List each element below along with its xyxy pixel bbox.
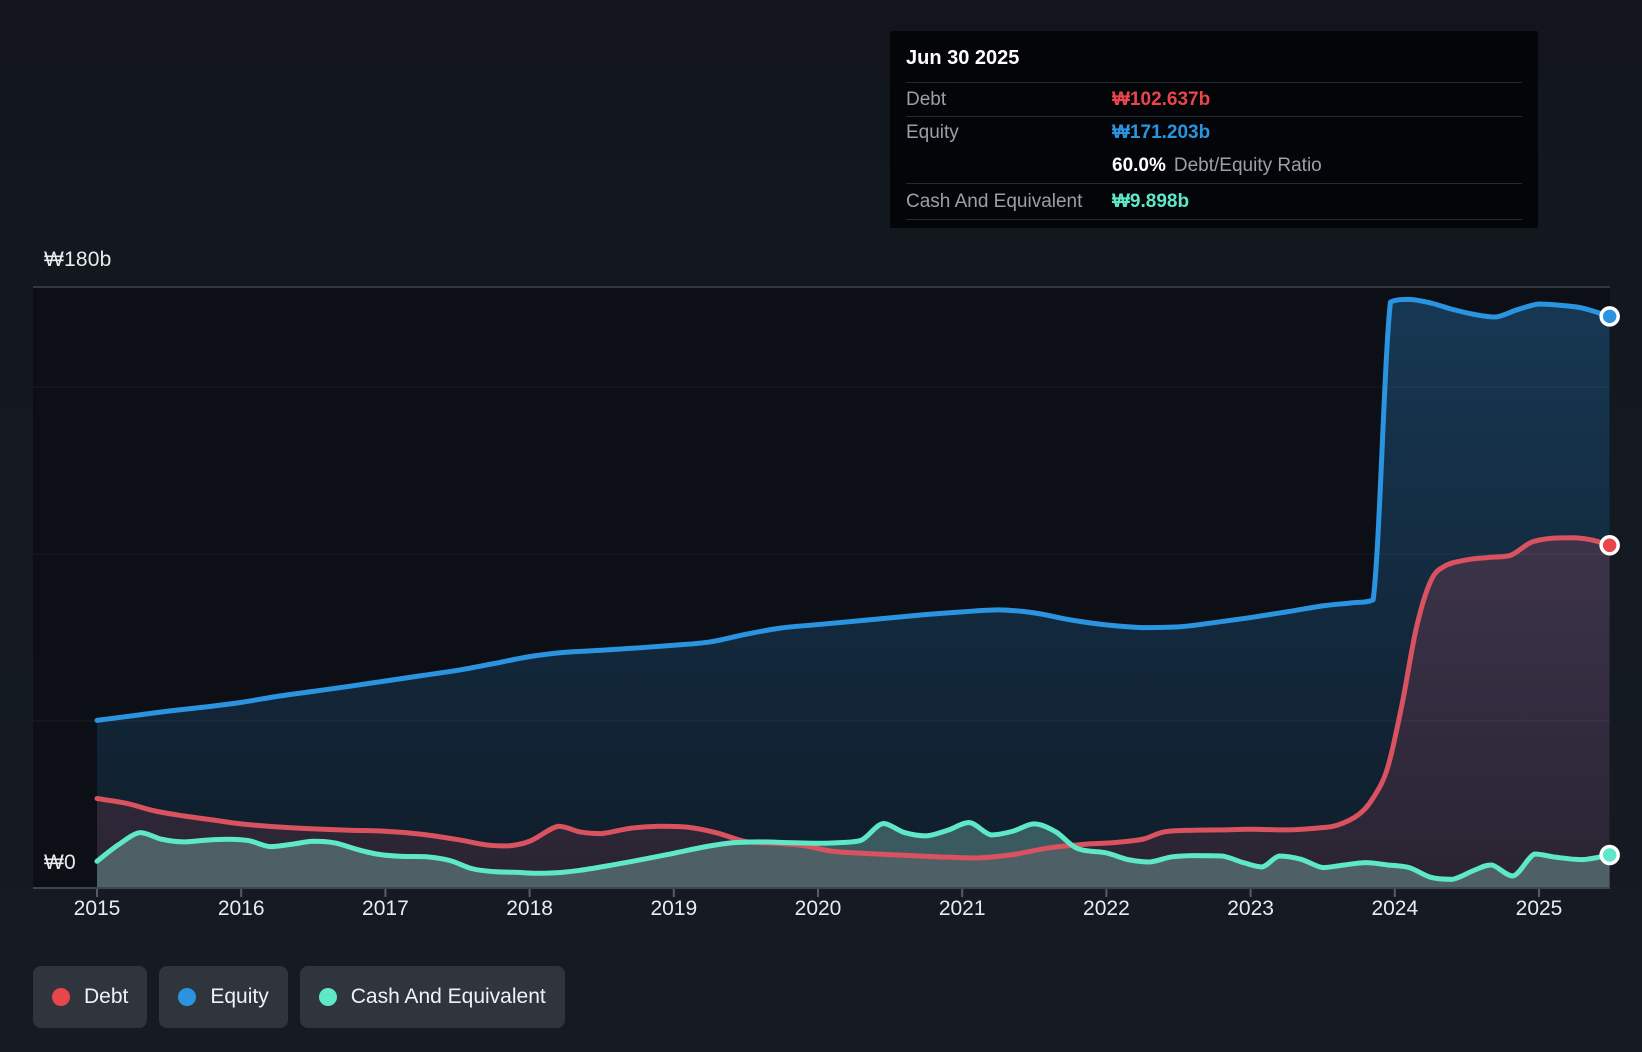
y-axis-zero-label: ₩0: [44, 851, 76, 874]
tooltip-debt-label: Debt: [906, 88, 947, 110]
tooltip-ratio-label: Debt/Equity Ratio: [1173, 155, 1322, 176]
tooltip-ratio-value: 60.0%: [1112, 155, 1166, 176]
legend-label: Equity: [210, 985, 269, 1008]
tooltip-row-equity: Equity ₩171.203b: [906, 116, 1522, 149]
tooltip-debt-value: ₩102.637b: [1112, 88, 1211, 110]
cash-current-value-dot[interactable]: [1599, 844, 1620, 866]
x-axis-label-2016: 2016: [217, 897, 265, 920]
x-axis-label-2018: 2018: [506, 897, 553, 920]
legend-item-debt[interactable]: Debt: [33, 966, 148, 1028]
legend-dot: [318, 988, 337, 1006]
x-axis-label-2023: 2023: [1227, 897, 1274, 920]
legend-item-equity[interactable]: Equity: [159, 966, 288, 1028]
x-axis-label-2015: 2015: [73, 897, 121, 920]
x-axis-label-2020: 2020: [794, 897, 842, 920]
y-axis-max-label: ₩180b: [44, 248, 112, 271]
legend-dot: [52, 988, 70, 1006]
tooltip-row-ratio: 60.0% Debt/Equity Ratio: [906, 149, 1522, 183]
cash-line: [94, 820, 1613, 882]
equity-current-value-dot[interactable]: [1599, 306, 1620, 327]
legend-dot: [178, 988, 197, 1006]
x-axis-label-2024: 2024: [1371, 897, 1419, 920]
tooltip-cash-label: Cash And Equivalent: [906, 190, 1083, 212]
equity-line: [94, 296, 1613, 723]
tooltip: Jun 30 2025 Debt ₩102.637b Equity ₩171.2…: [890, 31, 1538, 228]
debt-current-value-dot[interactable]: [1599, 535, 1620, 556]
tooltip-equity-value: ₩171.203b: [1112, 122, 1211, 143]
x-axis-label-2021: 2021: [938, 897, 986, 920]
tooltip-equity-label: Equity: [906, 122, 959, 143]
tooltip-row-debt: Debt ₩102.637b: [906, 82, 1522, 116]
tooltip-row-cash: Cash And Equivalent ₩9.898b: [906, 183, 1522, 220]
legend-item-cash-and-equivalent[interactable]: Cash And Equivalent: [299, 966, 565, 1028]
chart-legend: Debt Equity Cash And Equivalent: [33, 966, 565, 1028]
tooltip-cash-value: ₩9.898b: [1112, 190, 1190, 212]
debt-line: [94, 535, 1613, 861]
x-axis-label-2019: 2019: [650, 897, 698, 920]
x-axis-label-2025: 2025: [1515, 897, 1563, 920]
x-axis-label-2017: 2017: [362, 897, 409, 920]
tooltip-date: Jun 30 2025: [906, 47, 1020, 69]
legend-label: Cash And Equivalent: [350, 985, 546, 1008]
x-axis-label-2022: 2022: [1083, 897, 1130, 920]
legend-label: Debt: [84, 985, 129, 1008]
equity-area-fill: [97, 299, 1610, 888]
